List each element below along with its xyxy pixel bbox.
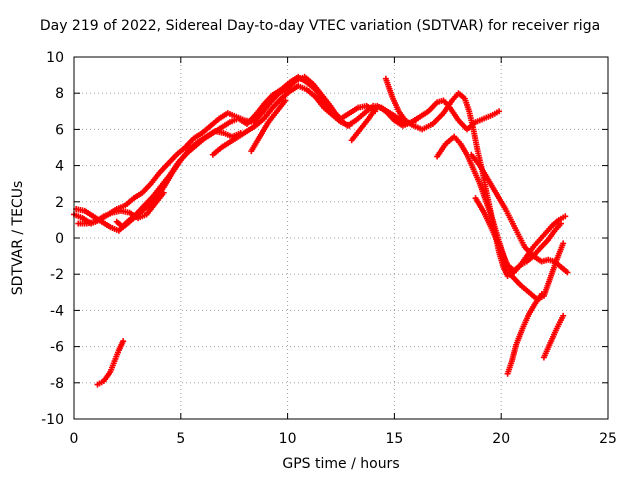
y-axis-label: SDTVAR / TECUs <box>10 180 26 296</box>
series-arc-9 <box>472 195 569 274</box>
data-point <box>120 338 127 345</box>
series-arc-8 <box>434 133 567 303</box>
data-point <box>496 108 503 115</box>
series-arc-6 <box>348 97 503 144</box>
x-tick-label: 0 <box>70 431 79 447</box>
y-tick-label: -4 <box>50 303 64 319</box>
series-arc-4 <box>209 82 353 158</box>
x-tick-label: 20 <box>492 431 510 447</box>
y-tick-label: -10 <box>41 412 64 428</box>
series-arc-11 <box>504 291 545 377</box>
data-series <box>71 73 571 388</box>
y-tick-label: 0 <box>55 231 64 247</box>
data-point <box>560 312 567 319</box>
y-tick-label: 6 <box>55 122 64 138</box>
y-tick-label: -2 <box>50 267 64 283</box>
x-tick-label: 10 <box>279 431 297 447</box>
x-axis-label: GPS time / hours <box>282 456 400 472</box>
axis-ticks: -10 -8 -6 -4 -2 0 2 4 6 8 10 0 5 10 15 20 25 <box>41 50 617 447</box>
series-arc-13 <box>94 338 127 388</box>
y-tick-label: 2 <box>55 195 64 211</box>
series-arc-10 <box>468 151 571 276</box>
plot-frame <box>73 56 609 420</box>
chart-title: Day 219 of 2022, Sidereal Day-to-day VTE… <box>39 18 601 34</box>
data-point <box>564 269 571 276</box>
grid <box>74 57 608 419</box>
y-tick-label: 4 <box>55 159 64 175</box>
data-point <box>562 213 569 220</box>
x-tick-label: 5 <box>176 431 185 447</box>
series-arc-7 <box>382 75 565 280</box>
data-point <box>160 189 167 196</box>
x-tick-label: 15 <box>385 431 403 447</box>
x-tick-label: 25 <box>599 431 617 447</box>
data-point <box>538 291 545 298</box>
y-tick-label: 8 <box>55 86 64 102</box>
series-arc-5 <box>248 97 289 155</box>
series-arc-1 <box>71 73 419 227</box>
data-point <box>282 97 289 104</box>
series-arc-14 <box>75 189 167 227</box>
y-tick-label: -6 <box>50 340 64 356</box>
data-point <box>560 240 567 247</box>
series-arc-12 <box>540 312 567 361</box>
y-tick-label: 10 <box>46 50 64 66</box>
data-point <box>346 122 353 129</box>
y-tick-label: -8 <box>50 376 64 392</box>
